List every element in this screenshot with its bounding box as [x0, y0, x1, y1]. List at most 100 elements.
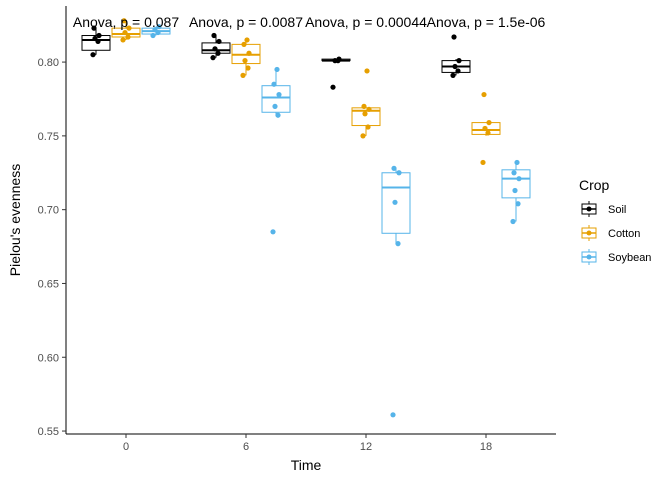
data-point: [150, 32, 156, 39]
box-cotton-0: [111, 18, 141, 43]
data-point: [216, 38, 222, 45]
data-point: [391, 165, 397, 171]
data-point: [362, 111, 368, 117]
data-point: [275, 112, 281, 118]
y-tick-label: 0.65: [38, 278, 59, 290]
data-point: [92, 35, 98, 42]
anova-label: Anova, p = 0.087: [73, 14, 179, 30]
anova-label: Anova, p = 0.0087: [189, 14, 303, 30]
data-point: [512, 187, 518, 194]
data-point: [485, 130, 491, 136]
data-point: [396, 170, 402, 176]
data-point: [516, 176, 522, 182]
data-point: [366, 106, 372, 112]
legend-label-soybean: Soybean: [608, 252, 651, 264]
box-soybean-18: [501, 159, 531, 225]
x-tick-label: 18: [480, 441, 492, 453]
data-point: [152, 27, 158, 33]
data-point: [486, 119, 492, 126]
data-point: [210, 55, 216, 61]
legend-key-cotton: [581, 225, 597, 241]
data-point: [510, 218, 516, 225]
data-point: [514, 159, 520, 166]
legend-key-soil: [581, 201, 597, 217]
y-tick-label: 0.55: [38, 426, 59, 438]
data-point: [360, 133, 366, 139]
data-point: [212, 46, 218, 52]
legend-title: Crop: [579, 177, 610, 193]
box-soybean-12: [381, 165, 411, 418]
data-point: [126, 25, 132, 31]
anova-label: Anova, p = 0.00044: [305, 14, 427, 30]
anova-label: Anova, p = 1.5e-06: [427, 14, 546, 30]
data-point: [271, 81, 277, 87]
data-point: [452, 63, 458, 70]
data-point: [125, 34, 131, 40]
data-point: [451, 34, 457, 40]
data-point: [122, 29, 128, 36]
y-axis-title: Pielou's evenness: [7, 164, 23, 276]
data-point: [274, 66, 280, 73]
data-point: [455, 68, 461, 74]
data-point: [450, 72, 456, 78]
legend-key-point: [586, 254, 592, 260]
data-point: [482, 125, 488, 132]
axes-layer: 0.55 0.60 0.65 0.70 0.75 0.80 0 6 12 18: [38, 6, 556, 453]
data-point: [156, 24, 162, 30]
box-cotton-18: [471, 91, 501, 166]
box-soil-0: [81, 25, 111, 58]
box-soybean-0: [141, 24, 171, 39]
data-point: [272, 103, 278, 109]
data-point: [481, 91, 487, 98]
legend-label-cotton: Cotton: [608, 228, 640, 240]
data-point: [246, 50, 252, 56]
data-point: [96, 32, 102, 39]
data-point: [332, 58, 338, 64]
data-point: [215, 50, 221, 56]
box-soil-18: [441, 34, 471, 78]
data-point: [336, 56, 342, 62]
legend-key-point: [586, 230, 592, 236]
legend-key-point: [586, 206, 592, 212]
y-tick-label: 0.80: [38, 57, 59, 69]
data-point: [392, 199, 398, 205]
box-body: [501, 169, 531, 199]
x-axis-title: Time: [291, 457, 322, 473]
data-point: [456, 58, 462, 64]
data-point: [211, 32, 217, 39]
y-tick-label: 0.70: [38, 205, 59, 217]
data-point: [245, 65, 251, 71]
data-point: [270, 229, 276, 235]
data-point: [395, 241, 401, 247]
legend-label-soil: Soil: [608, 204, 626, 216]
data-point: [511, 170, 517, 176]
box-body: [81, 35, 111, 51]
data-point: [515, 201, 521, 207]
data-point: [90, 52, 96, 58]
x-tick-label: 6: [243, 441, 249, 453]
y-tick-label: 0.75: [38, 131, 59, 143]
data-point: [120, 37, 126, 43]
x-tick-label: 0: [123, 441, 129, 453]
data-point: [242, 58, 248, 64]
y-tick-label: 0.60: [38, 352, 59, 364]
data-point: [244, 37, 250, 43]
data-point: [91, 25, 97, 31]
legend: Crop Soil Cotton Soybean: [579, 177, 651, 265]
box-body: [381, 172, 411, 234]
x-tick-label: 12: [360, 441, 372, 453]
data-point: [276, 91, 282, 98]
data-point: [121, 18, 127, 24]
data-point: [365, 124, 371, 130]
data-point: [361, 103, 367, 109]
data-point: [390, 412, 396, 418]
box-cotton-6: [231, 37, 261, 78]
box-soil-12: [321, 56, 351, 90]
data-point: [330, 84, 336, 90]
plot-layer: Anova, p = 0.087 Anova, p = 0.0087 Anova, …: [73, 14, 546, 418]
box-soybean-6: [261, 66, 291, 235]
data-point: [364, 68, 370, 74]
box-cotton-12: [351, 68, 381, 139]
legend-key-soybean: [581, 249, 597, 265]
